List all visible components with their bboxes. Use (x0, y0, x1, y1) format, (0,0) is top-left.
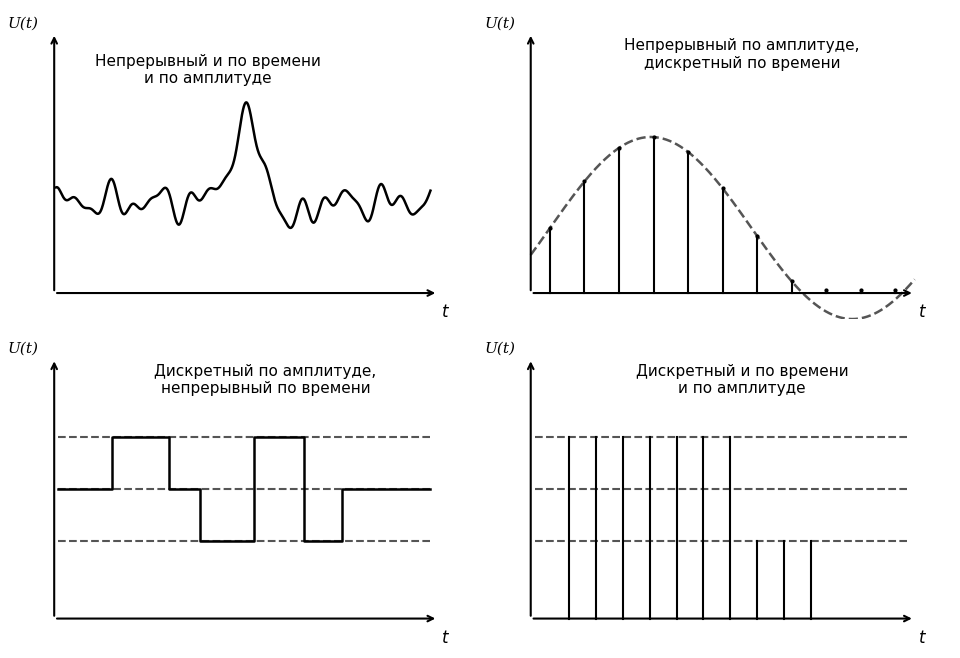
Text: Непрерывный по амплитуде,
дискретный по времени: Непрерывный по амплитуде, дискретный по … (624, 38, 859, 70)
Text: U(t): U(t) (485, 342, 516, 356)
Text: t: t (919, 629, 925, 647)
Text: Непрерывный и по времени
и по амплитуде: Непрерывный и по времени и по амплитуде (95, 54, 321, 86)
Text: U(t): U(t) (485, 16, 516, 30)
Text: Дискретный по амплитуде,
непрерывный по времени: Дискретный по амплитуде, непрерывный по … (155, 364, 376, 396)
Text: t: t (442, 303, 448, 322)
Text: U(t): U(t) (8, 342, 38, 356)
Text: Дискретный и по времени
и по амплитуде: Дискретный и по времени и по амплитуде (636, 364, 849, 396)
Text: U(t): U(t) (8, 16, 38, 30)
Text: t: t (919, 303, 925, 322)
Text: t: t (442, 629, 448, 647)
